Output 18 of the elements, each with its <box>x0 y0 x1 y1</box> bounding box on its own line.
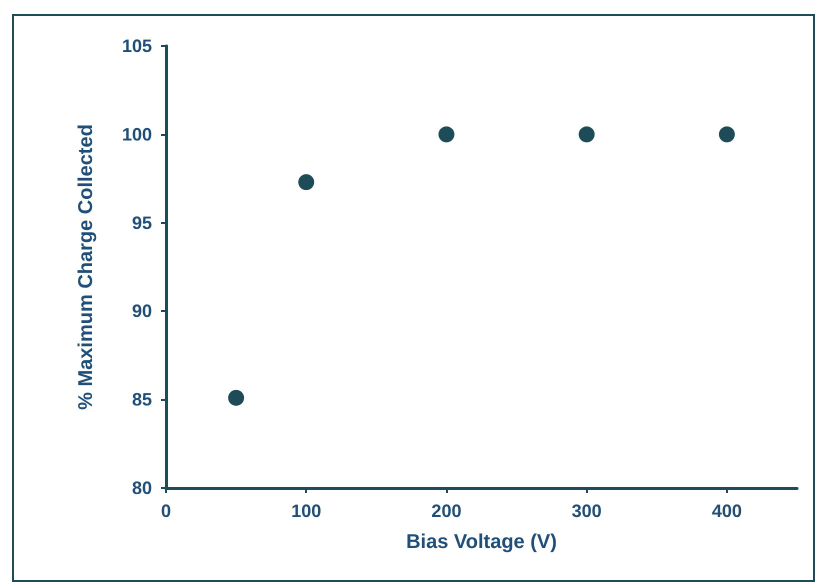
y-tick-label: 95 <box>132 212 152 233</box>
x-tick-label: 0 <box>160 501 172 521</box>
x-axis-title: Bias Voltage (V) <box>406 531 557 553</box>
y-tick-label: 105 <box>122 36 152 56</box>
y-tick-label: 80 <box>132 478 152 498</box>
y-tick-label: 90 <box>132 301 152 322</box>
point <box>228 390 244 406</box>
x-tick-label: 200 <box>431 501 462 521</box>
point <box>718 126 735 142</box>
x-tick-label: 400 <box>712 501 742 521</box>
y-axis-title: % Maximum Charge Collected <box>75 124 97 410</box>
y-tick-label: 85 <box>132 390 152 410</box>
x-tick-label: 300 <box>572 501 602 521</box>
y-tick-label: 100 <box>122 124 152 144</box>
point <box>578 126 595 142</box>
point <box>298 174 314 190</box>
point <box>438 126 454 142</box>
x-tick-label: 100 <box>291 501 322 521</box>
